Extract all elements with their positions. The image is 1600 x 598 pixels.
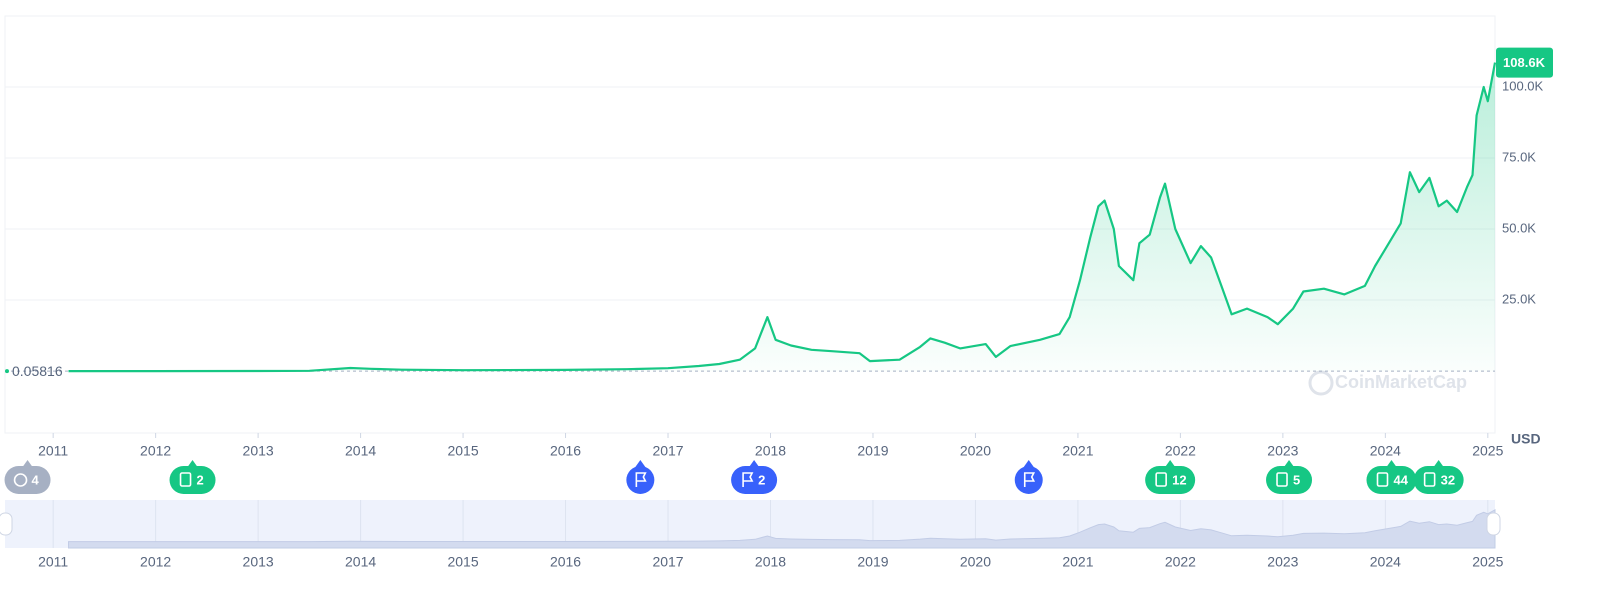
doc-icon bbox=[1155, 472, 1167, 487]
event-count: 2 bbox=[197, 472, 204, 487]
navigator-tick-label: 2015 bbox=[447, 554, 478, 570]
event-marker[interactable]: 4 bbox=[4, 460, 51, 494]
event-marker[interactable]: 5 bbox=[1266, 460, 1313, 494]
x-tick-label: 2021 bbox=[1062, 443, 1093, 459]
x-tick-label: 2019 bbox=[857, 443, 888, 459]
event-count: 32 bbox=[1441, 472, 1455, 487]
event-pointer bbox=[22, 460, 33, 467]
navigator-tick-label: 2022 bbox=[1165, 554, 1196, 570]
start-price-label: 0.05816 bbox=[12, 363, 63, 379]
x-tick-label: 2017 bbox=[652, 443, 683, 459]
y-tick-label: 50.0K bbox=[1502, 220, 1536, 235]
navigator-tick-label: 2018 bbox=[755, 554, 786, 570]
navigator-tick-label: 2011 bbox=[38, 554, 68, 570]
event-pill bbox=[626, 466, 655, 494]
price-line bbox=[68, 62, 1497, 373]
doc-icon bbox=[1423, 472, 1436, 487]
navigator-tick-label: 2012 bbox=[140, 554, 171, 570]
flag-icon bbox=[635, 472, 647, 487]
event-marker[interactable]: 12 bbox=[1145, 460, 1196, 494]
last-price-badge bbox=[1496, 47, 1553, 78]
watermark-logo bbox=[1308, 370, 1334, 396]
navigator-handle bbox=[0, 512, 13, 536]
x-tick-label: 2020 bbox=[960, 443, 991, 459]
event-pointer bbox=[1284, 460, 1295, 467]
event-marker[interactable] bbox=[626, 460, 655, 494]
event-pill bbox=[1413, 466, 1464, 494]
event-marker[interactable]: 2 bbox=[731, 460, 778, 494]
flag-icon bbox=[1023, 472, 1036, 487]
x-tick-label: 2014 bbox=[345, 443, 376, 459]
event-marker[interactable]: 32 bbox=[1413, 460, 1464, 494]
watermark: CoinMarketCap bbox=[1335, 372, 1467, 392]
event-pill bbox=[1014, 466, 1043, 494]
x-tick-label: 2024 bbox=[1370, 443, 1401, 459]
x-tick-label: 2011 bbox=[38, 443, 68, 459]
navigator-tick-label: 2016 bbox=[550, 554, 581, 570]
navigator-tick-label: 2025 bbox=[1472, 554, 1503, 570]
x-tick-label: 2022 bbox=[1165, 443, 1196, 459]
navigator-tick-label: 2023 bbox=[1267, 554, 1298, 570]
last-price-label: 108.6K bbox=[1503, 55, 1546, 70]
y-tick-label: 75.0K bbox=[1502, 149, 1536, 164]
navigator-tick-label: 2020 bbox=[960, 554, 991, 570]
y-axis-label: USD bbox=[1511, 431, 1541, 447]
history-icon bbox=[13, 473, 28, 487]
navigator-handle bbox=[1486, 512, 1501, 536]
event-pointer bbox=[1386, 460, 1397, 467]
event-marker[interactable] bbox=[1014, 460, 1043, 494]
event-pointer bbox=[1165, 460, 1176, 467]
flag-icon bbox=[742, 472, 754, 487]
event-marker[interactable]: 2 bbox=[169, 460, 216, 494]
doc-icon bbox=[1376, 472, 1389, 487]
doc-icon bbox=[1276, 472, 1288, 487]
event-pill bbox=[4, 466, 51, 494]
y-tick-label: 25.0K bbox=[1502, 291, 1536, 306]
navigator-tick-label: 2014 bbox=[345, 554, 376, 570]
event-pointer bbox=[749, 460, 760, 467]
x-tick-label: 2025 bbox=[1472, 443, 1503, 459]
x-tick-label: 2023 bbox=[1267, 443, 1298, 459]
event-pointer bbox=[635, 460, 646, 467]
x-tick-label: 2018 bbox=[755, 443, 786, 459]
event-count: 44 bbox=[1393, 472, 1408, 487]
event-pill bbox=[731, 466, 778, 494]
event-pill bbox=[1366, 466, 1417, 494]
event-pointer bbox=[1433, 460, 1444, 467]
navigator-tick-label: 2024 bbox=[1370, 554, 1401, 570]
event-pointer bbox=[187, 460, 198, 467]
event-pill bbox=[1145, 466, 1196, 494]
event-count: 5 bbox=[1293, 472, 1300, 487]
navigator-tick-label: 2021 bbox=[1062, 554, 1093, 570]
doc-icon bbox=[179, 472, 192, 487]
navigator-tick-label: 2017 bbox=[652, 554, 683, 570]
event-pointer bbox=[1023, 460, 1034, 467]
x-tick-label: 2013 bbox=[243, 443, 274, 459]
navigator-tick-label: 2019 bbox=[857, 554, 888, 570]
x-tick-label: 2016 bbox=[550, 443, 581, 459]
event-count: 2 bbox=[758, 472, 765, 487]
x-tick-label: 2012 bbox=[140, 443, 171, 459]
y-tick-label: 100.0K bbox=[1502, 78, 1544, 93]
event-count: 12 bbox=[1172, 472, 1186, 487]
navigator-tick-label: 2013 bbox=[243, 554, 274, 570]
start-dot bbox=[5, 369, 9, 374]
event-pill bbox=[1266, 466, 1313, 494]
navigator-area bbox=[67, 508, 1496, 549]
event-marker[interactable]: 44 bbox=[1366, 460, 1417, 494]
x-tick-label: 2015 bbox=[447, 443, 478, 459]
event-count: 4 bbox=[32, 472, 40, 487]
event-pill bbox=[169, 466, 216, 494]
area bbox=[68, 62, 1495, 372]
